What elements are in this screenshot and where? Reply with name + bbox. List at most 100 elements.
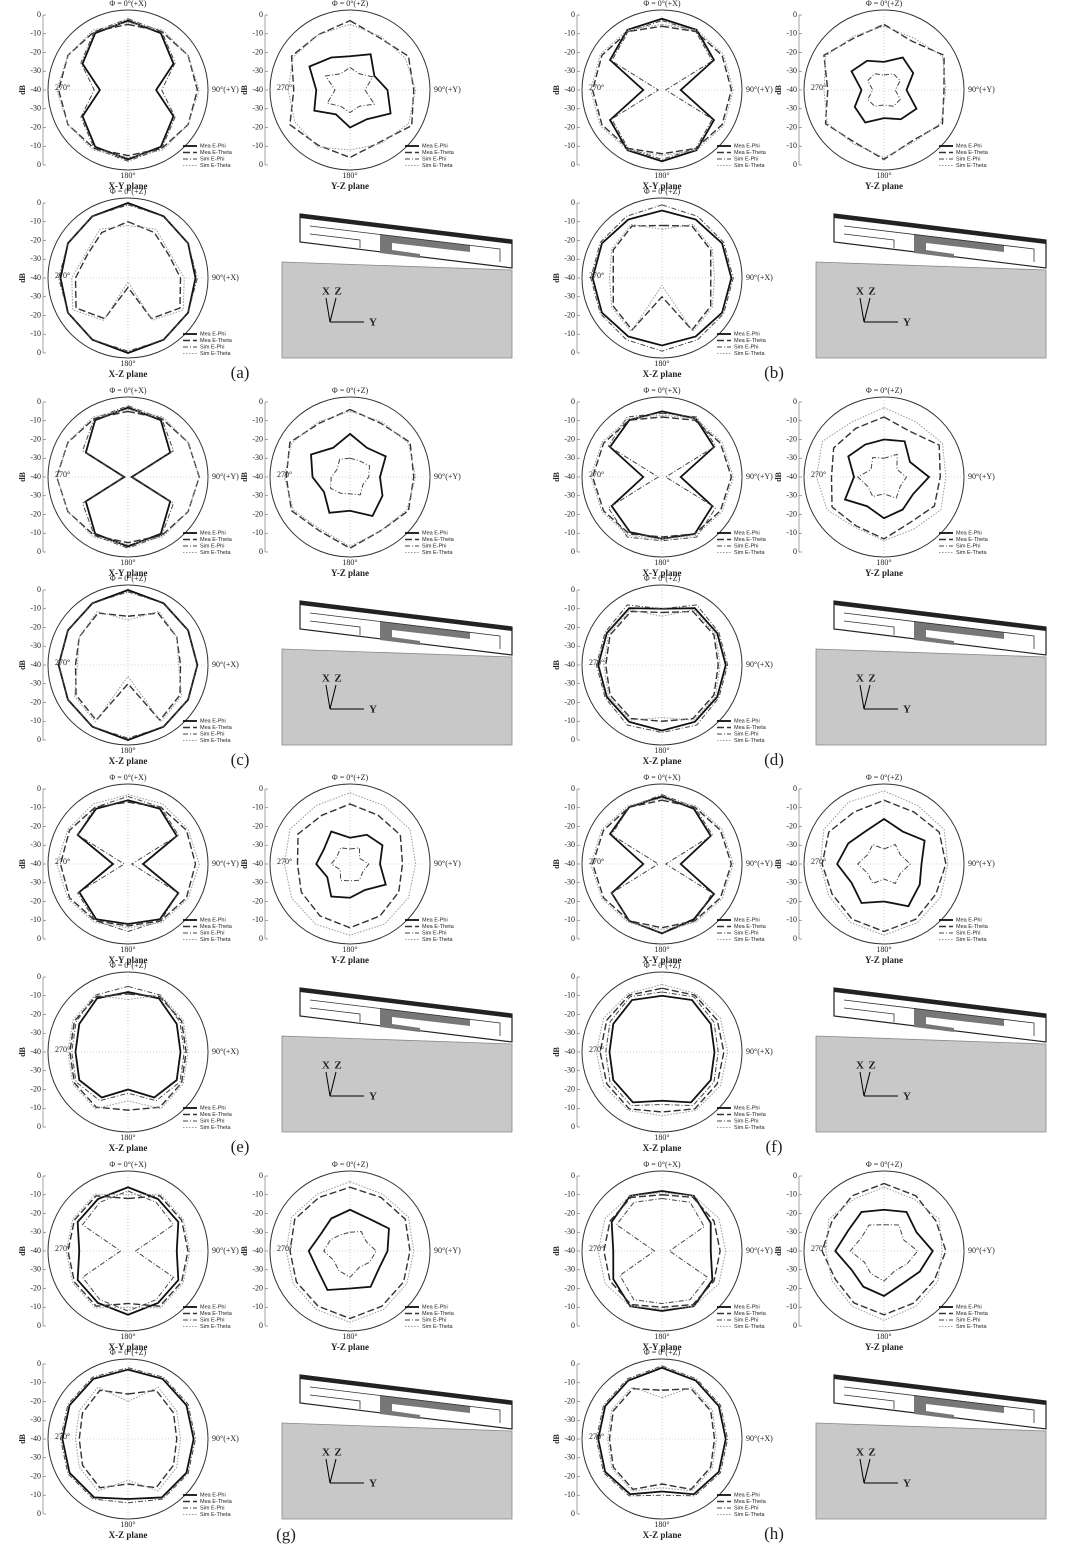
pattern-curve — [68, 995, 188, 1109]
plane-label: X-Z plane — [109, 1143, 148, 1153]
y-tick-label: 0 — [571, 934, 575, 943]
plane-label: Y-Z plane — [865, 568, 903, 578]
axis-label: Z — [868, 286, 875, 298]
y-tick-label: -20 — [30, 622, 41, 631]
angle-label-right: 90°(+X) — [746, 1047, 773, 1056]
legend-label: Mea E-Phi — [200, 1304, 226, 1310]
pattern-curve — [78, 1187, 179, 1315]
y-tick-label: 0 — [571, 735, 575, 744]
y-axis-label: dB — [552, 1046, 561, 1056]
y-tick-label: 0 — [259, 1171, 263, 1180]
angle-label-bottom: 180° — [120, 746, 135, 755]
axis-label: Y — [369, 317, 377, 329]
y-tick-label: -10 — [30, 1190, 41, 1199]
legend-label: Sim E-Phi — [200, 1317, 224, 1323]
pattern-curve — [309, 54, 390, 127]
y-tick-label: -10 — [786, 141, 797, 150]
y-tick-label: -20 — [30, 235, 41, 244]
y-tick-label: -20 — [30, 1208, 41, 1217]
y-tick-label: -10 — [564, 1302, 575, 1311]
y-tick-label: 0 — [571, 1321, 575, 1330]
legend-label: Mea E-Phi — [734, 1492, 760, 1498]
axis-label: Z — [868, 1447, 875, 1459]
y-tick-label: -10 — [564, 528, 575, 537]
y-tick-label: 0 — [37, 1122, 41, 1131]
pattern-curve — [593, 26, 732, 154]
y-tick-label: 0 — [37, 547, 41, 556]
y-tick-label: 0 — [571, 160, 575, 169]
y-tick-label: 0 — [571, 972, 575, 981]
plane-label: Y-Z plane — [331, 568, 369, 578]
legend-label: Mea E-Theta — [422, 1311, 455, 1317]
panel-label: (f) — [766, 1137, 783, 1156]
chart-title: Φ = 0°(+Z) — [644, 574, 681, 583]
axis-label: X — [322, 1447, 330, 1459]
y-tick-label: -10 — [30, 416, 41, 425]
legend-label: Mea E-Phi — [200, 530, 226, 536]
y-tick-label: -10 — [30, 29, 41, 38]
y-tick-label: -40 — [564, 85, 575, 94]
y-tick-label: -40 — [564, 273, 575, 282]
angle-label-bottom: 180° — [654, 558, 669, 567]
chart-title: Φ = 0°(+Z) — [332, 0, 369, 8]
legend-label: Mea E-Theta — [956, 1311, 989, 1317]
y-tick-label: -20 — [786, 122, 797, 131]
y-tick-label: 0 — [793, 1171, 797, 1180]
y-tick-label: 0 — [571, 198, 575, 207]
legend-label: Mea E-Phi — [734, 718, 760, 724]
pattern-curve — [824, 26, 946, 157]
legend-label: Mea E-Phi — [422, 917, 448, 923]
y-tick-label: 0 — [793, 160, 797, 169]
axis-label: Z — [868, 1060, 875, 1072]
y-axis-label: dB — [18, 1046, 27, 1056]
angle-label-bottom: 180° — [342, 171, 357, 180]
legend-label: Sim E-Phi — [956, 1317, 980, 1323]
y-tick-label: -40 — [30, 1047, 41, 1056]
pattern-curve — [837, 819, 924, 906]
axis-label: X — [322, 1060, 330, 1072]
y-axis-label: dB — [240, 84, 249, 94]
legend-label: Mea E-Phi — [734, 917, 760, 923]
legend-label: Mea E-Phi — [200, 331, 226, 337]
y-tick-label: -10 — [252, 29, 263, 38]
legend-label: Sim E-Phi — [422, 1317, 446, 1323]
angle-label-bottom: 180° — [120, 1133, 135, 1142]
y-tick-label: -30 — [30, 66, 41, 75]
y-tick-label: -30 — [30, 104, 41, 113]
y-tick-label: -10 — [252, 1190, 263, 1199]
pattern-curve — [309, 1210, 389, 1290]
figure: Φ = 0°(+X)dB00-10-10-20-20-30-30-40270°9… — [0, 0, 1068, 1548]
legend-label: Sim E-Theta — [956, 937, 988, 943]
legend-label: Mea E-Theta — [200, 537, 233, 543]
y-tick-label: -10 — [30, 528, 41, 537]
y-tick-label: -20 — [564, 1396, 575, 1405]
y-tick-label: -20 — [252, 1283, 263, 1292]
legend-label: Sim E-Theta — [734, 1324, 766, 1330]
y-tick-label: -40 — [252, 1246, 263, 1255]
y-tick-label: -30 — [564, 1415, 575, 1424]
y-tick-label: -40 — [30, 273, 41, 282]
y-tick-label: 0 — [37, 735, 41, 744]
y-tick-label: -30 — [30, 641, 41, 650]
y-tick-label: 0 — [37, 1171, 41, 1180]
legend-label: Sim E-Phi — [956, 543, 980, 549]
y-tick-label: 0 — [571, 1171, 575, 1180]
y-tick-label: -10 — [786, 915, 797, 924]
y-tick-label: 0 — [571, 10, 575, 19]
y-tick-label: -20 — [30, 697, 41, 706]
legend-label: Sim E-Phi — [200, 344, 224, 350]
axis-label: Z — [334, 673, 341, 685]
legend-label: Mea E-Theta — [200, 1499, 233, 1505]
angle-label-bottom: 180° — [120, 171, 135, 180]
antenna-diagram: XZY(h) — [764, 1375, 1046, 1543]
angle-label-right: 90°(+Y) — [212, 85, 239, 94]
y-tick-label: -40 — [786, 1246, 797, 1255]
y-tick-label: -20 — [786, 434, 797, 443]
y-tick-label: -30 — [30, 679, 41, 688]
y-tick-label: -20 — [786, 47, 797, 56]
y-tick-label: 0 — [571, 784, 575, 793]
y-axis-label: dB — [18, 272, 27, 282]
chart-title: Φ = 0°(+Z) — [110, 1348, 147, 1357]
axis-label: Z — [334, 286, 341, 298]
